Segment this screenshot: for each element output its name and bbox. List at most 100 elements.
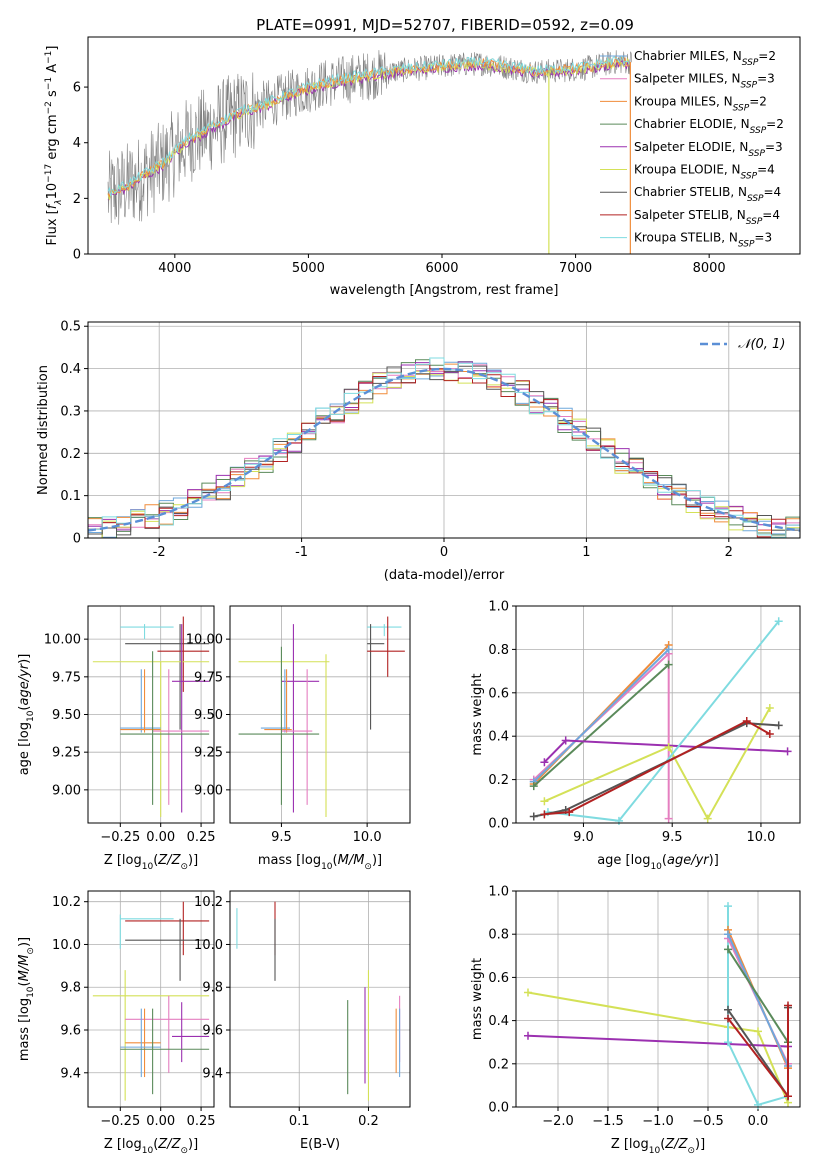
y-tick-label: 1.0 bbox=[488, 600, 509, 615]
x-tick-label: 9.5 bbox=[271, 830, 292, 845]
legend-label: 𝒩(0, 1) bbox=[738, 337, 785, 352]
axes-frame bbox=[229, 605, 411, 824]
figure-title: PLATE=0991, MJD=52707, FIBERID=0592, z=0… bbox=[256, 16, 634, 34]
y-tick-label: 9.8 bbox=[202, 981, 223, 996]
axes-frame bbox=[515, 890, 801, 1108]
weight-line-salpeter_elodie bbox=[527, 1034, 789, 1048]
normal-curve bbox=[88, 367, 800, 532]
legend-label: Salpeter STELIB, NSSP=4 bbox=[634, 208, 780, 227]
axes-frame bbox=[87, 36, 801, 255]
age_vs_mass-axes: 9.5 10.0 9.00 9.25 9.50 9.75 10.00 mass [log10(… bbox=[186, 605, 411, 872]
axes-frame bbox=[515, 605, 801, 824]
weight_vs_Z-axes: −2.0 −1.5 −1.0 −0.5 0.0 0.0 0.2 0.4 0.6 0.8 1.0 Z [… bbox=[470, 885, 801, 1156]
weight-line-kroupa_elodie bbox=[543, 707, 771, 821]
x-tick-label: 7000 bbox=[559, 261, 592, 276]
legend-label: Kroupa ELODIE, NSSP=4 bbox=[634, 163, 775, 182]
weight-marker-chabrier_miles bbox=[724, 930, 732, 939]
weight-marker-salpeter_elodie bbox=[540, 758, 549, 767]
x-axis-label: Z [log10(Z/Z⊙)] bbox=[611, 1137, 705, 1156]
y-tick-label: 0.0 bbox=[488, 817, 509, 832]
x-tick-label: 6000 bbox=[425, 261, 458, 276]
legend-label: Chabrier STELIB, NSSP=4 bbox=[634, 185, 781, 204]
x-tick-label: 2 bbox=[725, 545, 733, 560]
y-tick-label: 0.3 bbox=[60, 404, 81, 419]
y-tick-label: 9.50 bbox=[52, 708, 81, 723]
y-tick-label: 0.5 bbox=[60, 320, 81, 335]
y-tick-label: 0.8 bbox=[488, 643, 509, 658]
y-axis-label: Flux [fλ10−17 erg cm−2 s−1 A−1] bbox=[44, 46, 64, 246]
weight-marker-chabrier_miles bbox=[664, 645, 673, 654]
weight-marker-salpeter_stelib bbox=[724, 1014, 732, 1023]
x-tick-label: 0.25 bbox=[187, 1114, 216, 1129]
y-axis-label: mass weight bbox=[470, 958, 485, 1040]
legend-label: Salpeter MILES, NSSP=3 bbox=[634, 72, 775, 91]
y-tick-label: 9.25 bbox=[52, 746, 81, 761]
y-axis-label: Normed distribution bbox=[36, 365, 51, 495]
y-tick-label: 9.50 bbox=[194, 708, 223, 723]
weight-line-chabrier_miles bbox=[727, 933, 789, 1067]
x-tick-label: 0.00 bbox=[146, 1114, 175, 1129]
x-axis-label: age [log10(age/yr)] bbox=[597, 853, 719, 872]
legend-label: Chabrier MILES, NSSP=2 bbox=[634, 49, 776, 68]
y-tick-label: 0.2 bbox=[488, 773, 509, 788]
x-tick-label: 5000 bbox=[292, 261, 325, 276]
y-tick-label: 9.00 bbox=[194, 783, 223, 798]
x-axis-label: (data-model)/error bbox=[384, 568, 505, 583]
model-line-kroupa_miles bbox=[107, 55, 630, 198]
y-tick-label: 9.8 bbox=[60, 981, 81, 996]
axes-frame bbox=[87, 321, 801, 539]
y-tick-label: 9.4 bbox=[60, 1066, 81, 1081]
x-tick-label: 8000 bbox=[693, 261, 726, 276]
y-tick-label: 9.4 bbox=[202, 1066, 223, 1081]
y-tick-label: 0.4 bbox=[488, 1014, 509, 1029]
x-tick-label: 4000 bbox=[158, 261, 191, 276]
y-tick-label: 9.25 bbox=[194, 746, 223, 761]
y-tick-label: 0 bbox=[73, 532, 81, 547]
weight-marker-salpeter_miles bbox=[664, 814, 673, 823]
x-tick-label: 1 bbox=[582, 545, 590, 560]
weight-marker-salpeter_stelib bbox=[540, 810, 549, 819]
spectrum-legend: Chabrier MILES, NSSP=2 Salpeter MILES, NS… bbox=[600, 49, 784, 250]
y-tick-label: 0.8 bbox=[488, 928, 509, 943]
x-tick-label: 0.25 bbox=[187, 830, 216, 845]
weight-marker-salpeter_stelib bbox=[784, 1001, 792, 1010]
weight-marker-kroupa_elodie bbox=[754, 1027, 762, 1036]
mass_vs_ebv-axes: 0.1 0.2 9.4 9.6 9.8 10.0 10.2 E(B-V) bbox=[194, 890, 411, 1152]
y-tick-label: 2 bbox=[73, 192, 81, 207]
x-tick-label: −0.5 bbox=[692, 1114, 724, 1129]
y-tick-label: 4 bbox=[73, 136, 81, 151]
y-tick-label: 6 bbox=[73, 81, 81, 96]
legend-label: Salpeter ELODIE, NSSP=3 bbox=[634, 140, 783, 159]
y-tick-label: 10.0 bbox=[52, 938, 81, 953]
x-tick-label: 10.0 bbox=[353, 830, 382, 845]
y-tick-label: 0.4 bbox=[488, 730, 509, 745]
weight-marker-kroupa_elodie bbox=[664, 743, 673, 752]
y-tick-label: 9.00 bbox=[52, 783, 81, 798]
weight-marker-salpeter_stelib bbox=[742, 717, 751, 726]
weight-marker-chabrier_stelib bbox=[529, 812, 538, 821]
x-axis-label: E(B-V) bbox=[300, 1137, 340, 1152]
weight-marker-salpeter_stelib bbox=[784, 1092, 792, 1101]
weight-marker-salpeter_elodie bbox=[783, 747, 792, 756]
weight-line-kroupa_elodie bbox=[527, 991, 789, 1104]
weight-line-chabrier_miles bbox=[533, 648, 670, 783]
legend-label: Kroupa MILES, NSSP=2 bbox=[634, 94, 767, 113]
weight-marker-chabrier_elodie bbox=[664, 660, 673, 669]
mass_vs_Z-axes: −0.25 0.00 0.25 9.4 9.6 9.8 10.0 10.2 Z [log10(Z… bbox=[17, 890, 216, 1156]
x-axis-label: mass [log10(M/M⊙)] bbox=[258, 853, 382, 872]
histogram-area bbox=[88, 357, 800, 538]
weight-marker-salpeter_stelib bbox=[765, 730, 774, 739]
x-tick-label: −0.25 bbox=[100, 830, 140, 845]
y-tick-label: 10.2 bbox=[52, 895, 81, 910]
weight-marker-chabrier_elodie bbox=[724, 945, 732, 954]
weight-marker-chabrier_stelib bbox=[774, 721, 783, 730]
x-tick-label: −2.0 bbox=[542, 1114, 574, 1129]
y-tick-label: 9.6 bbox=[202, 1024, 223, 1039]
weight-line-chabrier_elodie bbox=[727, 948, 789, 1043]
weight-marker-kroupa_stelib bbox=[774, 617, 783, 626]
legend-label: Kroupa STELIB, NSSP=3 bbox=[634, 231, 772, 250]
x-tick-label: 9.0 bbox=[573, 830, 594, 845]
x-axis-label: wavelength [Angstrom, rest frame] bbox=[330, 283, 559, 298]
weight-marker-kroupa_elodie bbox=[540, 797, 549, 806]
